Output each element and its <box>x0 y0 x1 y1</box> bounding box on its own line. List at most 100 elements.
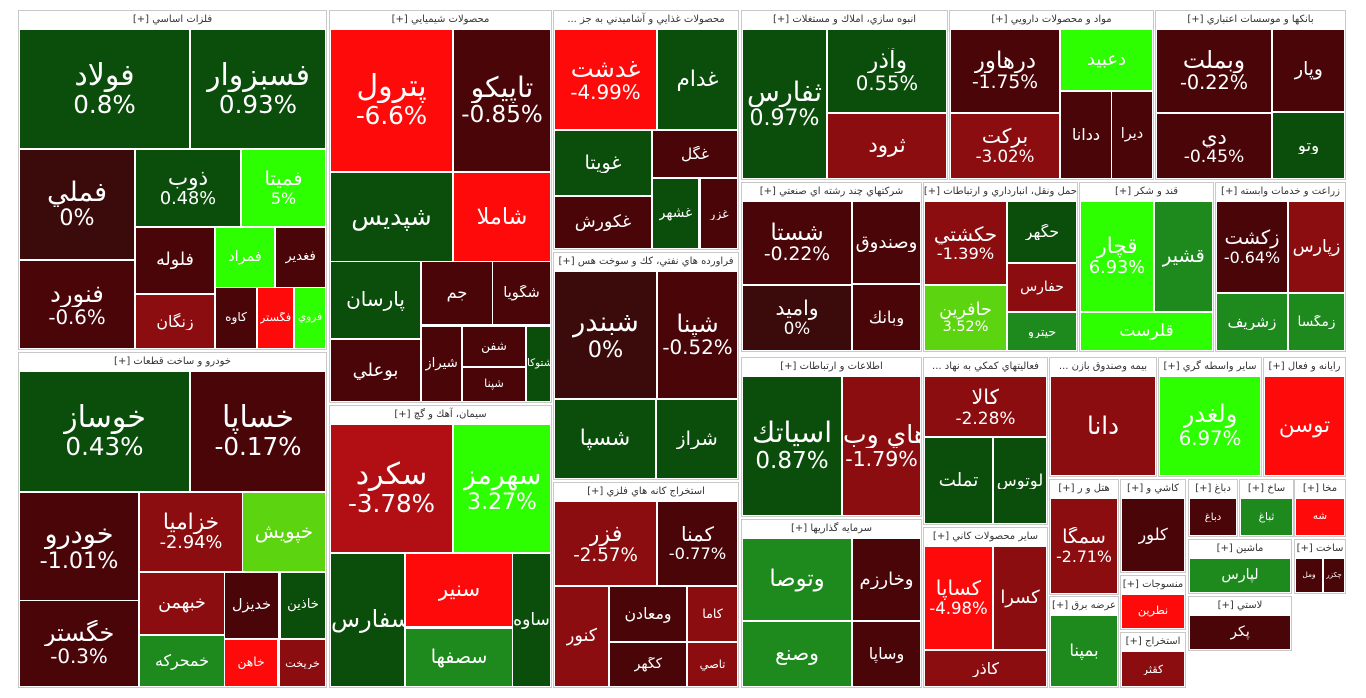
sector-title[interactable]: رايانه و فعال [+] <box>1264 358 1345 377</box>
stock-tile[interactable]: غزر <box>700 178 738 249</box>
stock-tile[interactable]: فغدير <box>275 227 326 288</box>
stock-tile[interactable]: شسپا <box>554 399 656 479</box>
stock-tile[interactable]: شبندر 0% <box>554 271 657 399</box>
sector-25[interactable]: استخراج [+] كقثر <box>1120 632 1186 688</box>
sector-23[interactable]: منسوجات [+] نطرين <box>1120 575 1186 630</box>
stock-tile[interactable]: خاهن <box>224 639 278 687</box>
stock-tile[interactable]: سكرد -3.78% <box>330 424 453 553</box>
stock-tile[interactable]: ديرا <box>1111 91 1153 179</box>
sector-title[interactable]: محصولات غذايي و آشاميدني به جز ... <box>554 11 738 30</box>
stock-tile[interactable]: فولاد 0.8% <box>19 29 190 149</box>
stock-tile[interactable]: شپنا <box>462 367 526 402</box>
stock-tile[interactable]: دانا <box>1050 376 1156 476</box>
stock-tile[interactable]: پارسان <box>330 261 421 339</box>
stock-tile[interactable]: وآذر 0.55% <box>827 29 947 113</box>
stock-tile[interactable]: خوساز 0.43% <box>19 371 190 492</box>
stock-tile[interactable]: دعبيد <box>1060 29 1153 91</box>
sector-31[interactable]: دباغ [+] دباغ <box>1188 479 1238 537</box>
sector-title[interactable]: سيمان، آهك و گچ [+] <box>330 406 551 425</box>
sector-11[interactable]: قند و شكر [+] قچار 6.93% قشير قلرست <box>1079 182 1214 352</box>
sector-8[interactable]: فراورده هاي نفتي، كك و سوخت هس [+] شبندر 0… <box>553 252 739 480</box>
stock-tile[interactable]: سفارس <box>330 553 405 687</box>
stock-tile[interactable]: فروي <box>294 287 326 349</box>
stock-tile[interactable]: ولغدر 6.97% <box>1159 376 1261 476</box>
stock-tile[interactable]: شه <box>1295 498 1345 536</box>
stock-tile[interactable]: فمراد <box>215 227 275 288</box>
stock-tile[interactable]: شاملا <box>453 172 551 262</box>
sector-6[interactable]: خودرو و ساخت قطعات [+] خوساز 0.43% خساپا -0.… <box>18 352 327 688</box>
stock-tile[interactable]: ومل <box>1295 558 1323 593</box>
stock-tile[interactable]: وبملت -0.22% <box>1156 29 1272 113</box>
sector-title[interactable]: سرمايه گذاريها [+] <box>742 520 921 539</box>
stock-tile[interactable]: وخارزم <box>852 538 921 621</box>
sector-title[interactable]: بانكها و موسسات اعتباري [+] <box>1156 11 1345 30</box>
sector-5[interactable]: بانكها و موسسات اعتباري [+] وبملت -0.22% دي… <box>1155 10 1346 180</box>
stock-tile[interactable]: ثرود <box>827 113 947 179</box>
stock-tile[interactable]: هاي وب -1.79% <box>842 376 921 516</box>
stock-tile[interactable]: سصفها <box>405 628 513 687</box>
stock-tile[interactable]: وساپا <box>852 621 921 687</box>
sector-15[interactable]: سرمايه گذاريها [+] وتوصا وصنع وخارزم وساپا <box>741 519 922 688</box>
stock-tile[interactable]: ثباغ <box>1240 498 1293 536</box>
stock-tile[interactable]: خگستر -0.3% <box>19 600 139 687</box>
stock-tile[interactable]: غويتا <box>554 130 652 196</box>
sector-21[interactable]: ساخ [+] ثباغ <box>1239 479 1294 537</box>
stock-tile[interactable]: ددانا <box>1060 91 1112 179</box>
stock-tile[interactable]: شپنا -0.52% <box>657 271 738 399</box>
stock-tile[interactable]: فملي 0% <box>19 149 135 260</box>
stock-tile[interactable]: شگويا <box>492 261 551 325</box>
stock-tile[interactable]: كقثر <box>1121 651 1185 687</box>
stock-tile[interactable]: قشير <box>1154 201 1213 312</box>
sector-13[interactable]: اطلاعات و ارتباطات [+] اسياتك 0.87% هاي وب -… <box>741 357 922 517</box>
stock-tile[interactable]: كمنا -0.77% <box>657 501 738 586</box>
sector-22[interactable]: ماشين [+] لپارس <box>1188 539 1292 594</box>
sector-2[interactable]: محصولات غذايي و آشاميدني به جز ... غدشت -4… <box>553 10 739 250</box>
stock-tile[interactable]: زشريف <box>1216 293 1288 351</box>
stock-tile[interactable]: لپارس <box>1189 558 1291 593</box>
sector-title[interactable]: محصولات شيميايي [+] <box>330 11 551 30</box>
sector-title[interactable]: ساير محصولات كاني [+] <box>924 528 1047 547</box>
sector-1[interactable]: محصولات شيميايي [+] پترول -6.6% تاپيكو -0.85… <box>329 10 552 403</box>
stock-tile[interactable]: تاصي <box>687 642 738 687</box>
stock-tile[interactable]: خپويش <box>242 492 326 572</box>
stock-tile[interactable]: اسياتك 0.87% <box>742 376 842 516</box>
stock-tile[interactable]: شفن <box>462 326 526 367</box>
sector-title[interactable]: ماشين [+] <box>1189 540 1291 559</box>
stock-tile[interactable]: وبانك <box>852 284 921 351</box>
stock-tile[interactable]: خودرو -1.01% <box>19 492 139 601</box>
stock-tile[interactable]: خبهمن <box>139 572 225 635</box>
sector-4[interactable]: مواد و محصولات دارويي [+] درهاور -1.75% برك… <box>949 10 1154 180</box>
stock-tile[interactable]: حگهر <box>1007 201 1077 263</box>
stock-tile[interactable]: ثفارس 0.97% <box>742 29 827 179</box>
stock-tile[interactable]: غدام <box>657 29 738 130</box>
stock-tile[interactable]: فزر -2.57% <box>554 501 657 586</box>
stock-tile[interactable]: تملت <box>924 437 993 524</box>
stock-tile[interactable]: كساپا -4.98% <box>924 546 993 650</box>
sector-title[interactable]: ساخ [+] <box>1240 480 1293 499</box>
stock-tile[interactable]: وتو <box>1272 112 1345 179</box>
stock-tile[interactable]: بركت -3.02% <box>950 113 1060 179</box>
stock-tile[interactable]: وتوصا <box>742 538 852 621</box>
stock-tile[interactable]: چكزر <box>1323 558 1345 593</box>
stock-tile[interactable]: كنور <box>554 586 609 687</box>
sector-title[interactable]: اطلاعات و ارتباطات [+] <box>742 358 921 377</box>
stock-tile[interactable]: كگهر <box>609 642 687 687</box>
stock-tile[interactable]: غشهر <box>652 178 699 249</box>
sector-title[interactable]: هتل و ر [+] <box>1050 480 1118 499</box>
sector-title[interactable]: دباغ [+] <box>1189 480 1237 499</box>
stock-tile[interactable]: جم <box>421 261 493 325</box>
stock-tile[interactable]: بمپنا <box>1050 615 1118 687</box>
stock-tile[interactable]: فگستر <box>257 287 294 349</box>
stock-tile[interactable]: وصنع <box>742 621 852 687</box>
stock-tile[interactable]: سمگا -2.71% <box>1050 498 1118 594</box>
stock-tile[interactable]: نطرين <box>1121 594 1185 629</box>
stock-tile[interactable]: خمحركه <box>139 635 225 687</box>
sector-0[interactable]: فلزات اساسي [+] فولاد 0.8% فسبزوار 0.93% فملي… <box>18 10 327 350</box>
stock-tile[interactable]: كاما <box>687 586 738 642</box>
stock-tile[interactable]: فسبزوار 0.93% <box>190 29 326 149</box>
stock-tile[interactable]: فلوله <box>135 227 215 294</box>
sector-title[interactable]: قند و شكر [+] <box>1080 183 1213 202</box>
sector-title[interactable]: كاشي و [+] <box>1121 480 1185 499</box>
sector-title[interactable]: ساير واسطه گري [+] <box>1159 358 1261 377</box>
sector-30[interactable]: لاستي [+] پكر <box>1188 596 1292 651</box>
